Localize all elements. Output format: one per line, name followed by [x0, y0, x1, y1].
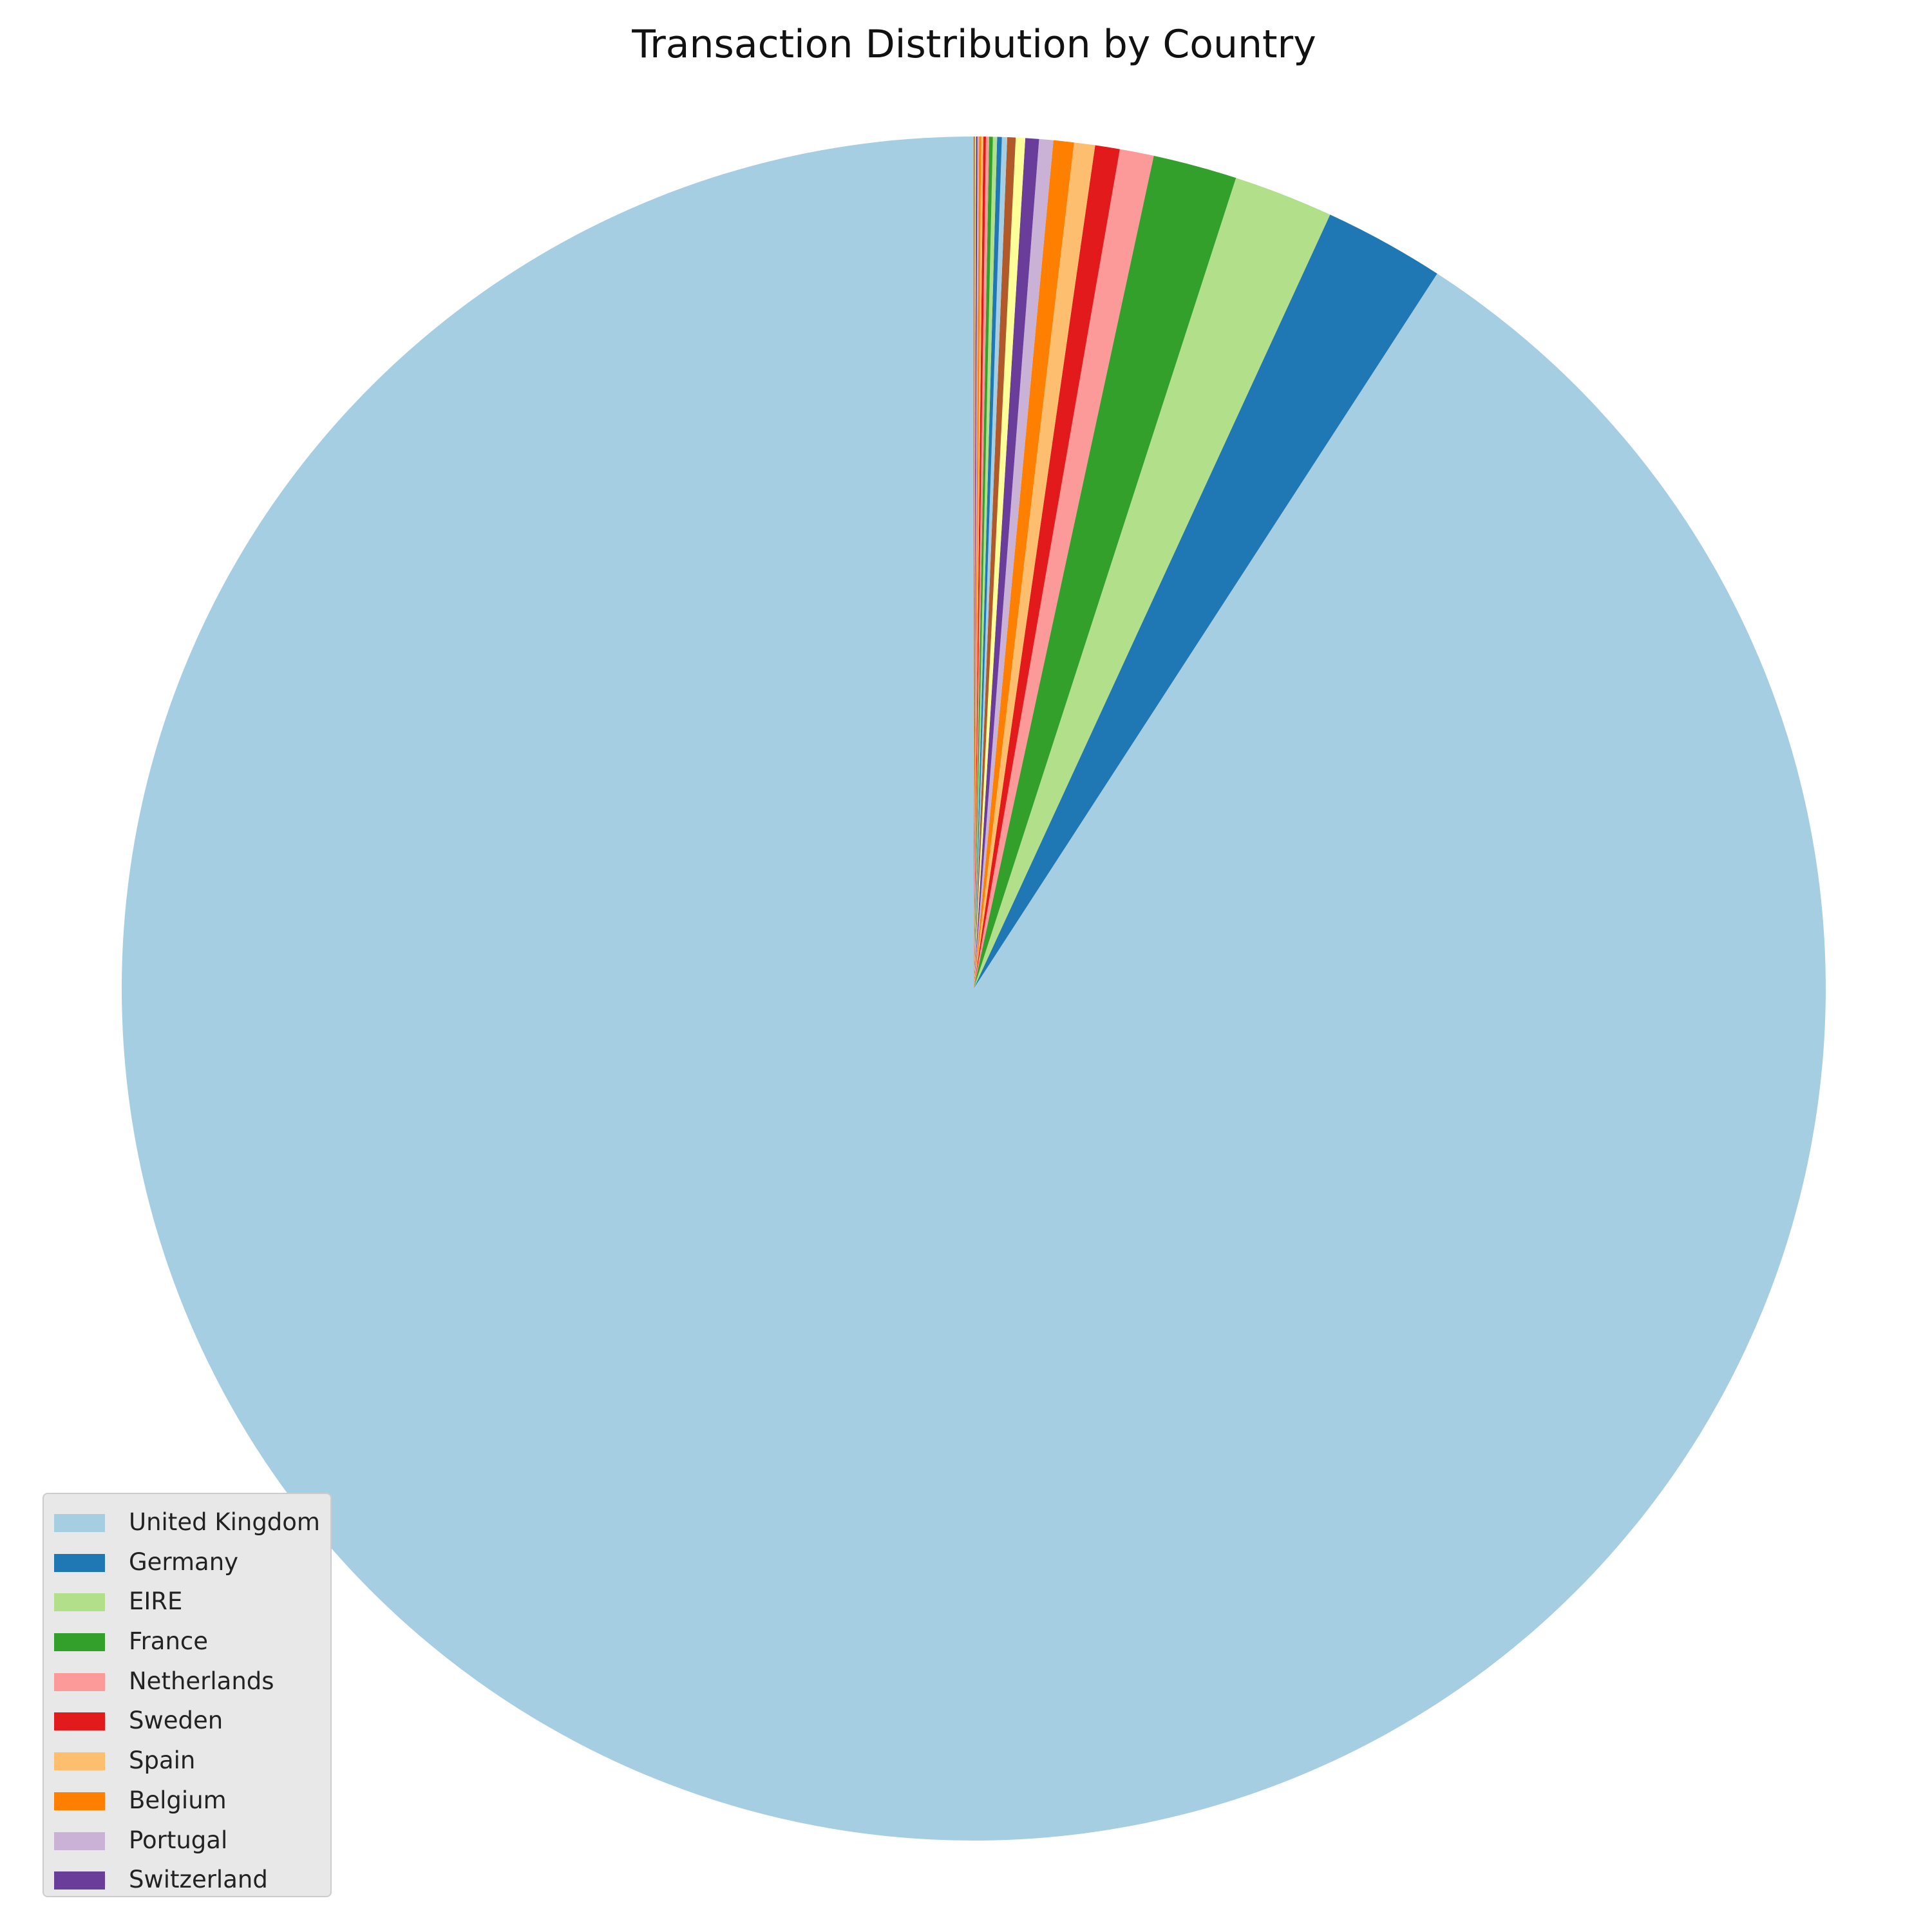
legend-label: Netherlands: [129, 1667, 274, 1695]
pie-slice-france: [974, 155, 1236, 989]
legend-swatch: [54, 1514, 105, 1532]
legend-label: EIRE: [129, 1587, 183, 1616]
legend-swatch: [54, 1593, 105, 1612]
chart-legend: United Kingdom Germany EIRE France Netherlan…: [43, 1493, 332, 1897]
legend-label: Germany: [129, 1548, 239, 1576]
pie-slice-17: [974, 137, 987, 989]
pie-slice-switzerland: [974, 138, 1039, 989]
pie-slice-15: [974, 137, 993, 989]
pie-slice-10: [974, 137, 1026, 989]
legend-label: Switzerland: [129, 1866, 268, 1894]
legend-swatch: [54, 1832, 105, 1850]
pie-slice-germany: [974, 214, 1437, 989]
pie-slice-netherlands: [974, 149, 1154, 989]
pie-slice-22: [974, 137, 976, 989]
legend-item: Spain: [44, 1743, 330, 1783]
pie-slice-21: [974, 137, 978, 989]
legend-swatch: [54, 1752, 105, 1771]
pie-slice-11: [974, 137, 1016, 989]
legend-swatch: [54, 1871, 105, 1890]
legend-item: Netherlands: [44, 1664, 330, 1704]
legend-item: France: [44, 1624, 330, 1664]
legend-item: Switzerland: [44, 1862, 330, 1902]
legend-label: United Kingdom: [129, 1508, 320, 1536]
legend-item: Sweden: [44, 1703, 330, 1743]
pie-slice-20: [974, 137, 980, 989]
legend-item: United Kingdom: [44, 1505, 330, 1545]
pie-slice-12: [974, 137, 1008, 989]
pie-slices: [122, 137, 1826, 1841]
legend-label: France: [129, 1627, 209, 1656]
legend-label: Belgium: [129, 1786, 227, 1814]
legend-item: Portugal: [44, 1823, 330, 1863]
legend-swatch: [54, 1792, 105, 1810]
pie-slice-13: [974, 137, 1002, 989]
chart-title: Transaction Distribution by Country: [632, 22, 1316, 67]
pie-slice-united-kingdom: [122, 137, 1826, 1841]
pie-slice-sweden: [974, 145, 1120, 989]
legend-label: Spain: [129, 1747, 196, 1775]
pie-slice-belgium: [974, 140, 1074, 989]
pie-slice-18: [974, 137, 983, 989]
legend-item: Germany: [44, 1545, 330, 1585]
pie-slice-19: [974, 137, 981, 989]
legend-label: Sweden: [129, 1707, 223, 1735]
legend-label: Portugal: [129, 1826, 228, 1854]
legend-swatch: [54, 1553, 105, 1572]
legend-swatch: [54, 1672, 105, 1691]
pie-slice-16: [974, 137, 989, 989]
legend-item: EIRE: [44, 1584, 330, 1624]
pie-slice-14: [974, 137, 998, 989]
pie-slice-spain: [974, 142, 1095, 989]
pie-slice-eire: [974, 178, 1331, 989]
legend-swatch: [54, 1633, 105, 1652]
pie-slice-portugal: [974, 138, 1054, 989]
legend-item: Belgium: [44, 1783, 330, 1823]
legend-swatch: [54, 1712, 105, 1731]
pie-slice-23: [974, 137, 975, 989]
